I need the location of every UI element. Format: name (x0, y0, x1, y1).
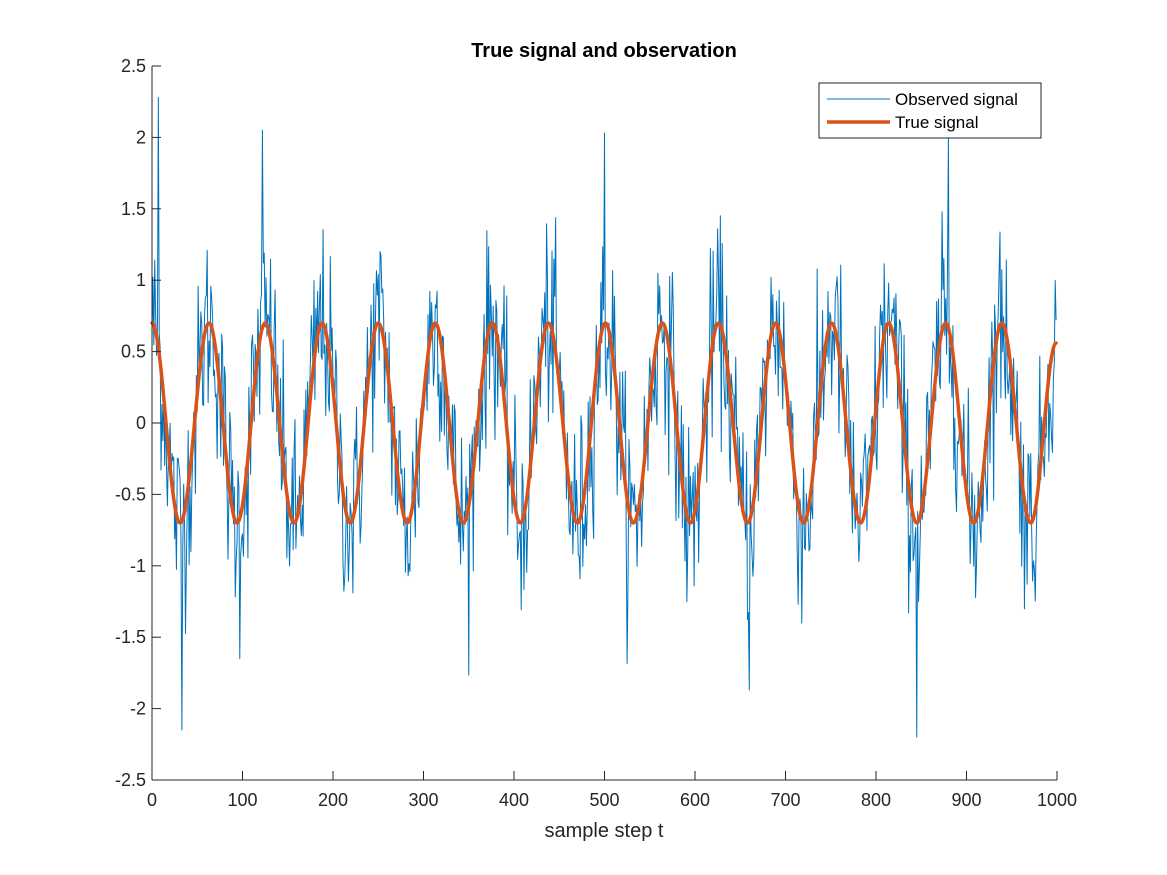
y-tick-label: 0.5 (121, 342, 146, 362)
x-tick-label: 800 (861, 790, 891, 810)
y-tick-label: -2.5 (115, 770, 146, 790)
x-tick-label: 600 (680, 790, 710, 810)
x-axis-label: sample step t (545, 820, 664, 842)
series-layer (150, 96, 1058, 738)
x-tick-label: 500 (589, 790, 619, 810)
y-tick-label: -1 (130, 556, 146, 576)
y-tick-label: 0 (136, 413, 146, 433)
chart-title: True signal and observation (471, 40, 737, 62)
x-axis-ticks: 0 100 200 300 400 500 600 700 800 900 1000 (147, 771, 1077, 810)
x-tick-label: 100 (227, 790, 257, 810)
x-tick-label: 700 (770, 790, 800, 810)
x-tick-label: 0 (147, 790, 157, 810)
x-tick-label: 1000 (1037, 790, 1077, 810)
y-tick-label: -0.5 (115, 484, 146, 504)
legend-box (818, 82, 1042, 139)
y-tick-label: -2 (130, 699, 146, 719)
legend: Observed signal True signal (818, 82, 1042, 139)
x-tick-label: 200 (318, 790, 348, 810)
y-axis-ticks: -2.5 -2 -1.5 -1 -0.5 0 0.5 1 1.5 2 2.5 (115, 56, 161, 790)
y-tick-label: 2 (136, 127, 146, 147)
y-tick-label: 2.5 (121, 56, 146, 76)
observed-signal-line (151, 96, 1057, 738)
legend-entry-true: True signal (895, 113, 978, 132)
y-tick-label: 1 (136, 270, 146, 290)
legend-entry-observed: Observed signal (895, 90, 1018, 109)
x-tick-label: 900 (951, 790, 981, 810)
true-signal-line (150, 321, 1058, 525)
x-tick-label: 400 (499, 790, 529, 810)
y-tick-label: -1.5 (115, 627, 146, 647)
y-tick-label: 1.5 (121, 199, 146, 219)
x-tick-label: 300 (408, 790, 438, 810)
